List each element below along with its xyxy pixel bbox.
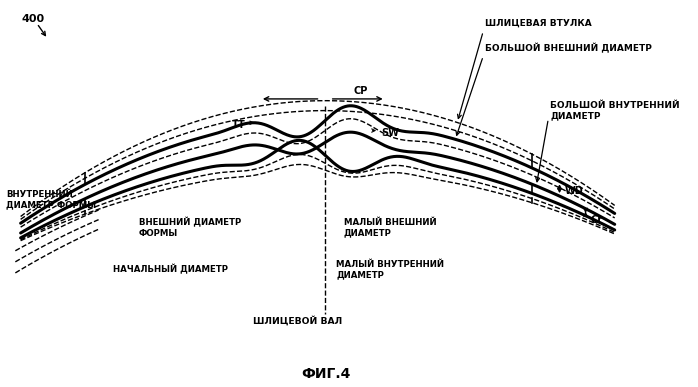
Text: 400: 400 [22, 14, 45, 24]
Text: БОЛЬШОЙ ВНЕШНИЙ ДИАМЕТР: БОЛЬШОЙ ВНЕШНИЙ ДИАМЕТР [485, 43, 652, 53]
Text: WD: WD [565, 186, 584, 196]
Text: МАЛЫЙ ВНЕШНИЙ
ДИАМЕТР: МАЛЫЙ ВНЕШНИЙ ДИАМЕТР [343, 218, 436, 238]
Text: ВНУТРЕННИЙ
ДИАМЕТР ФОРМЫ: ВНУТРЕННИЙ ДИАМЕТР ФОРМЫ [6, 190, 96, 210]
Text: SW: SW [381, 128, 399, 137]
Text: TT: TT [232, 120, 246, 130]
Text: CP: CP [353, 86, 367, 96]
Text: ШЛИЦЕВОЙ ВАЛ: ШЛИЦЕВОЙ ВАЛ [253, 316, 342, 326]
Text: ШЛИЦЕВАЯ ВТУЛКА: ШЛИЦЕВАЯ ВТУЛКА [485, 19, 592, 28]
Text: МАЛЫЙ ВНУТРЕННИЙ
ДИАМЕТР: МАЛЫЙ ВНУТРЕННИЙ ДИАМЕТР [336, 260, 444, 279]
Text: БОЛЬШОЙ ВНУТРЕННИЙ
ДИАМЕТР: БОЛЬШОЙ ВНУТРЕННИЙ ДИАМЕТР [550, 101, 680, 120]
Text: ВНЕШНИЙ ДИАМЕТР
ФОРМЫ: ВНЕШНИЙ ДИАМЕТР ФОРМЫ [139, 217, 242, 238]
Text: ФИГ.4: ФИГ.4 [302, 367, 350, 381]
Text: НАЧАЛЬНЫЙ ДИАМЕТР: НАЧАЛЬНЫЙ ДИАМЕТР [113, 264, 228, 274]
Text: Cr: Cr [591, 215, 602, 225]
